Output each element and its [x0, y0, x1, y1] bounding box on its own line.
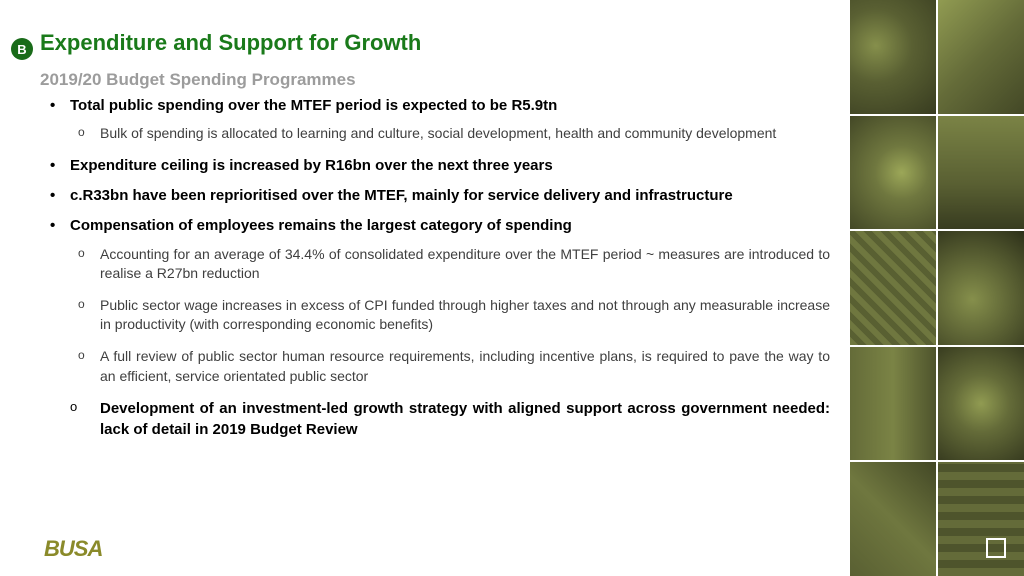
- busa-logo: BUSA: [44, 536, 102, 562]
- final-point: Development of an investment-led growth …: [40, 398, 830, 440]
- sidebar-image-tile: [938, 462, 1024, 576]
- olive-overlay: [850, 347, 936, 461]
- sidebar-image-tile: [850, 0, 936, 114]
- olive-overlay: [938, 462, 1024, 576]
- image-sidebar: [850, 0, 1024, 576]
- sub-bullet-list: Bulk of spending is allocated to learnin…: [70, 124, 830, 144]
- bullet-item: Total public spending over the MTEF peri…: [40, 96, 830, 144]
- bullet-list: Total public spending over the MTEF peri…: [40, 96, 830, 386]
- olive-overlay: [850, 0, 936, 114]
- sub-bullet-list: Accounting for an average of 34.4% of co…: [70, 245, 830, 387]
- sidebar-image-tile: [938, 347, 1024, 461]
- olive-overlay: [850, 116, 936, 230]
- olive-overlay: [938, 0, 1024, 114]
- sidebar-image-tile: [850, 231, 936, 345]
- olive-overlay: [850, 462, 936, 576]
- sidebar-image-tile: [850, 347, 936, 461]
- sidebar-image-tile: [938, 0, 1024, 114]
- bullet-text: Compensation of employees remains the la…: [70, 217, 572, 234]
- sidebar-image-tile: [850, 462, 936, 576]
- bullet-item: Compensation of employees remains the la…: [40, 216, 830, 386]
- sidebar-image-tile: [850, 116, 936, 230]
- sidebar-image-tile: [938, 231, 1024, 345]
- badge-letter: B: [17, 42, 26, 57]
- bullet-text: Expenditure ceiling is increased by R16b…: [70, 157, 553, 174]
- page-marker-icon: [986, 538, 1006, 558]
- slide: B Expenditure and Support for Growth 201…: [0, 0, 1024, 576]
- slide-subtitle: 2019/20 Budget Spending Programmes: [40, 70, 830, 90]
- olive-overlay: [938, 116, 1024, 230]
- olive-overlay: [850, 231, 936, 345]
- bullet-text: Total public spending over the MTEF peri…: [70, 97, 557, 114]
- sub-bullet-item: A full review of public sector human res…: [70, 347, 830, 386]
- slide-title: Expenditure and Support for Growth: [40, 30, 830, 56]
- bullet-item: c.R33bn have been reprioritised over the…: [40, 186, 830, 206]
- olive-overlay: [938, 231, 1024, 345]
- sub-bullet-item: Public sector wage increases in excess o…: [70, 296, 830, 335]
- sub-bullet-item: Accounting for an average of 34.4% of co…: [70, 245, 830, 284]
- sidebar-image-tile: [938, 116, 1024, 230]
- sub-bullet-item: Bulk of spending is allocated to learnin…: [70, 124, 830, 144]
- bullet-text: c.R33bn have been reprioritised over the…: [70, 187, 733, 204]
- content-area: B Expenditure and Support for Growth 201…: [0, 0, 850, 576]
- section-badge: B: [11, 38, 33, 60]
- bullet-item: Expenditure ceiling is increased by R16b…: [40, 156, 830, 176]
- olive-overlay: [938, 347, 1024, 461]
